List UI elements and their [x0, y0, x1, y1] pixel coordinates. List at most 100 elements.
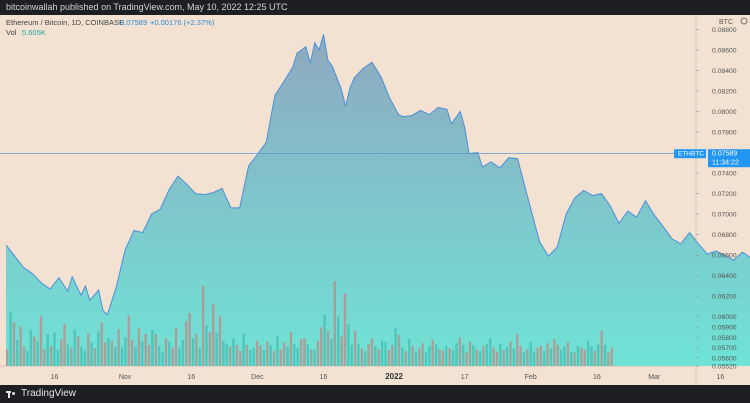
volume-bar: [310, 349, 313, 366]
volume-bar: [46, 334, 49, 366]
volume-bar: [127, 315, 130, 366]
volume-bar: [103, 342, 107, 366]
x-tick-label: Mar: [648, 374, 661, 381]
y-tick-label: 0.07000: [712, 212, 737, 219]
y-tick-label: 0.08800: [712, 27, 737, 34]
volume-bar: [249, 350, 252, 366]
volume-bar: [164, 338, 168, 366]
volume-bar: [353, 330, 357, 366]
y-tick-label: 0.05700: [712, 345, 737, 352]
y-tick-label: 0.05600: [712, 355, 737, 362]
volume-bar: [232, 338, 235, 366]
volume-bar: [289, 332, 293, 366]
volume-bar: [174, 328, 178, 366]
volume-bar: [543, 350, 546, 366]
volume-bar: [492, 347, 495, 366]
volume-bar: [201, 286, 205, 366]
volume-bar: [397, 334, 401, 366]
volume-bar: [472, 345, 475, 366]
volume-bar: [326, 330, 330, 366]
volume-bar: [60, 339, 63, 366]
volume-bar: [418, 348, 421, 366]
volume-bar: [120, 347, 124, 366]
volume-bar: [603, 345, 607, 366]
y-tick-label: 0.05800: [712, 335, 737, 342]
volume-bar: [87, 333, 90, 366]
volume-bar: [468, 341, 472, 366]
y-tick-label: 0.08600: [712, 47, 737, 54]
volume-bar: [276, 335, 279, 366]
volume-bar: [455, 343, 458, 366]
volume-bar: [9, 312, 12, 366]
x-tick-label: 16: [51, 374, 59, 381]
volume-bar: [509, 341, 512, 366]
legend-change: +0.00176 (+2.37%): [150, 18, 215, 27]
x-tick-label: 16: [593, 374, 601, 381]
volume-bar: [495, 351, 499, 366]
y-tick-label: 0.07800: [712, 130, 737, 137]
volume-bar: [462, 345, 465, 366]
volume-bar: [549, 348, 553, 366]
volume-bar: [296, 348, 299, 366]
tradingview-footer: TradingView: [0, 385, 750, 403]
volume-bar: [134, 346, 137, 366]
volume-bar: [154, 334, 157, 366]
price-line: [5, 34, 750, 316]
volume-bar: [570, 351, 573, 366]
volume-bar: [559, 350, 563, 366]
volume-bar: [387, 350, 391, 366]
volume-bar: [401, 347, 404, 366]
volume-bar: [83, 350, 87, 366]
y-tick-label: 0.06400: [712, 273, 737, 280]
volume-bar: [343, 293, 347, 366]
volume-bar: [610, 347, 613, 366]
volume-bar: [536, 347, 539, 366]
volume-bar: [340, 336, 343, 366]
volume-bar: [482, 345, 485, 366]
x-tick-label: 17: [461, 374, 469, 381]
volume-bar: [441, 350, 445, 366]
price-chart[interactable]: 0.08800 0.08600 0.08400 0.08200 0.08000 0.078…: [0, 15, 750, 385]
x-tick-label: Dec: [251, 374, 264, 381]
y-tick-label: 0.06000: [712, 314, 737, 321]
volume-bar: [80, 346, 83, 366]
gear-icon[interactable]: [740, 17, 748, 25]
volume-bar: [380, 340, 384, 366]
volume-bar: [478, 350, 482, 366]
volume-bar: [374, 345, 377, 366]
volume-bar: [320, 327, 323, 366]
legend-symbol: Ethereum / Bitcoin, 1D, COINBASE: [6, 18, 124, 27]
volume-bar: [411, 345, 414, 366]
volume-bar: [6, 349, 9, 366]
volume-bar: [529, 342, 532, 366]
volume-bar: [124, 337, 127, 366]
legend-last: 0.07589: [120, 18, 147, 27]
volume-bar: [458, 337, 461, 366]
volume-bar: [431, 339, 434, 366]
volume-bar: [279, 349, 282, 366]
ethbtc-tag-symbol: ETHBTC: [678, 151, 704, 158]
volume-bar: [12, 322, 16, 366]
volume-bar: [370, 338, 374, 366]
volume-bar: [239, 350, 242, 366]
publisher-bar: bitcoinwallah published on TradingView.c…: [0, 0, 750, 15]
volume-bar: [245, 345, 249, 366]
volume-bar: [117, 329, 120, 366]
x-tick-label: 16: [187, 374, 195, 381]
volume-bar: [505, 346, 509, 366]
volume-bar: [316, 340, 320, 366]
volume-bar: [107, 338, 110, 366]
y-tick-label: 0.08000: [712, 109, 737, 116]
volume-bar: [130, 339, 134, 366]
volume-bar: [16, 339, 19, 366]
y-tick-label: 0.06600: [712, 253, 737, 260]
volume-bar: [53, 332, 56, 366]
volume-bar: [56, 350, 60, 366]
volume-bar: [394, 328, 397, 366]
volume-bar: [553, 339, 556, 366]
volume-bar: [391, 345, 394, 366]
volume-bar: [282, 342, 286, 366]
ethbtc-tag: ETHBTC: [674, 149, 706, 159]
volume-bar: [49, 345, 53, 366]
y-tick-label: 0.05520: [712, 364, 737, 371]
